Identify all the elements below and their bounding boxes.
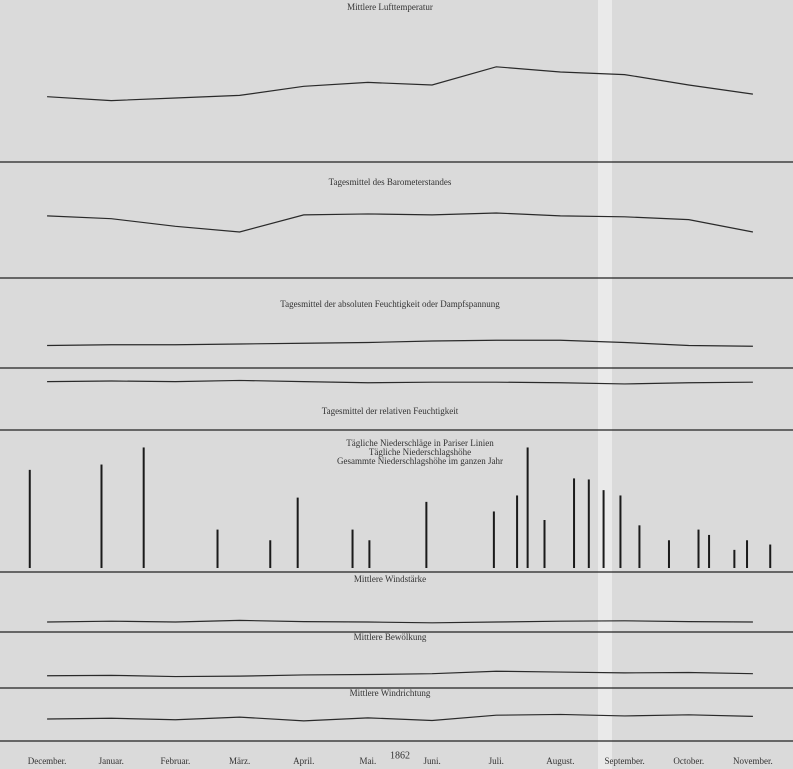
bar: [516, 495, 519, 568]
panel-title: Mittlere Bewölkung: [354, 632, 427, 642]
legend-entry: Tägliche Niederschläge in Pariser Linien: [346, 438, 494, 448]
bar: [667, 540, 670, 568]
panel-title: Tagesmittel der absoluten Feuchtigkeit o…: [280, 299, 500, 309]
panel-title: Mittlere Lufttemperatur: [347, 2, 433, 12]
bar: [368, 540, 371, 568]
bar: [425, 501, 428, 568]
data-line: [47, 670, 753, 678]
data-line: [47, 66, 754, 102]
panel-title: Tagesmittel des Barometerstandes: [329, 177, 452, 187]
month-label: April.: [293, 756, 314, 766]
data-line: [47, 713, 753, 722]
legend-entry: Gesammte Niederschlagshöhe im ganzen Jah…: [337, 456, 503, 466]
panel-title: Tagesmittel der relativen Feuchtigkeit: [322, 406, 459, 416]
bar: [351, 529, 354, 568]
bar: [296, 497, 299, 568]
data-line: [47, 379, 753, 385]
bar: [142, 447, 145, 568]
fold: [598, 0, 612, 769]
month-label: Januar.: [99, 756, 124, 766]
bar: [543, 520, 546, 568]
data-line: [47, 619, 753, 624]
bar: [733, 549, 736, 568]
data-line: [47, 339, 753, 347]
bar: [769, 544, 772, 568]
bar: [100, 464, 103, 568]
bar: [573, 478, 576, 568]
month-label: März.: [229, 756, 250, 766]
legend-entry: Tägliche Niederschlagshöhe: [369, 447, 471, 457]
month-label: Juli.: [489, 756, 504, 766]
month-label: Juni.: [423, 756, 440, 766]
month-label: Mai.: [360, 756, 377, 766]
month-label: August.: [546, 756, 574, 766]
month-label: October.: [673, 756, 704, 766]
bar: [216, 529, 219, 568]
bar: [697, 529, 700, 568]
bar: [619, 495, 622, 568]
year-label: 1862: [390, 750, 410, 761]
bar: [746, 540, 749, 568]
bar: [587, 479, 590, 568]
bar: [638, 525, 641, 568]
month-label: November.: [733, 756, 773, 766]
panel-title: Mittlere Windstärke: [354, 574, 426, 584]
month-label: December.: [28, 756, 67, 766]
bar: [708, 534, 711, 568]
panel-title: Mittlere Windrichtung: [350, 688, 431, 698]
bar: [602, 490, 605, 568]
bar: [28, 469, 31, 568]
data-line: [47, 212, 754, 233]
month-label: Februar.: [161, 756, 191, 766]
bar: [526, 447, 529, 568]
month-label: September.: [604, 756, 644, 766]
bar: [492, 511, 495, 568]
bar: [269, 540, 272, 568]
